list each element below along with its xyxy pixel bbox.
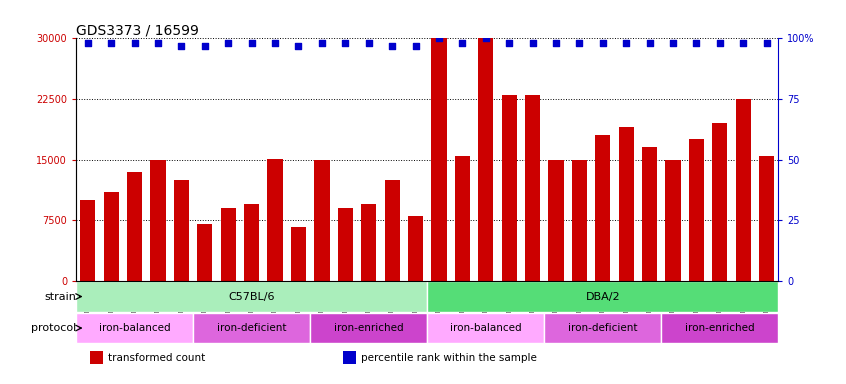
Bar bbox=[76, 281, 427, 312]
Point bbox=[549, 40, 563, 46]
Point bbox=[268, 40, 282, 46]
Point bbox=[386, 43, 399, 49]
Point bbox=[643, 40, 656, 46]
Point bbox=[666, 40, 679, 46]
Point bbox=[128, 40, 141, 46]
Bar bbox=[478, 38, 493, 281]
Text: iron-deficient: iron-deficient bbox=[568, 323, 638, 333]
Bar bbox=[759, 156, 774, 281]
Point bbox=[503, 40, 516, 46]
Bar bbox=[736, 99, 750, 281]
Bar bbox=[197, 224, 212, 281]
Point bbox=[409, 43, 422, 49]
Text: iron-balanced: iron-balanced bbox=[99, 323, 170, 333]
Bar bbox=[80, 200, 96, 281]
Bar bbox=[427, 313, 544, 343]
Bar bbox=[193, 313, 310, 343]
Bar bbox=[431, 38, 447, 281]
Bar bbox=[127, 172, 142, 281]
Bar bbox=[408, 216, 423, 281]
Point bbox=[760, 40, 773, 46]
Bar bbox=[525, 95, 540, 281]
Text: C57BL/6: C57BL/6 bbox=[228, 291, 275, 301]
Point bbox=[104, 40, 118, 46]
Bar bbox=[548, 160, 563, 281]
Bar bbox=[666, 160, 680, 281]
Bar bbox=[596, 135, 610, 281]
Point bbox=[526, 40, 540, 46]
Point bbox=[315, 40, 328, 46]
Point bbox=[222, 40, 235, 46]
Bar bbox=[502, 95, 517, 281]
Bar bbox=[244, 204, 259, 281]
Bar bbox=[361, 204, 376, 281]
Bar bbox=[618, 127, 634, 281]
Bar bbox=[427, 281, 778, 312]
Text: iron-balanced: iron-balanced bbox=[450, 323, 521, 333]
Bar bbox=[343, 351, 355, 364]
Bar bbox=[76, 313, 193, 343]
Bar bbox=[642, 147, 657, 281]
Point bbox=[455, 40, 469, 46]
Text: GDS3373 / 16599: GDS3373 / 16599 bbox=[76, 23, 199, 37]
Bar bbox=[315, 160, 329, 281]
Point bbox=[713, 40, 727, 46]
Text: strain: strain bbox=[44, 291, 76, 301]
Bar bbox=[291, 227, 306, 281]
Point bbox=[573, 40, 586, 46]
Bar bbox=[151, 160, 166, 281]
Bar bbox=[712, 123, 728, 281]
Bar bbox=[455, 156, 470, 281]
Text: protocol: protocol bbox=[31, 323, 76, 333]
Bar bbox=[385, 180, 399, 281]
Bar bbox=[572, 160, 587, 281]
Bar bbox=[91, 351, 103, 364]
Point bbox=[151, 40, 165, 46]
Bar bbox=[662, 313, 778, 343]
Text: DBA/2: DBA/2 bbox=[585, 291, 620, 301]
Text: percentile rank within the sample: percentile rank within the sample bbox=[360, 353, 536, 362]
Text: iron-deficient: iron-deficient bbox=[217, 323, 287, 333]
Point bbox=[245, 40, 259, 46]
Text: iron-enriched: iron-enriched bbox=[334, 323, 404, 333]
Point bbox=[292, 43, 305, 49]
Bar bbox=[104, 192, 118, 281]
Point bbox=[338, 40, 352, 46]
Point bbox=[198, 43, 212, 49]
Bar bbox=[689, 139, 704, 281]
Point bbox=[596, 40, 609, 46]
Bar bbox=[338, 208, 353, 281]
Bar bbox=[267, 159, 283, 281]
Text: iron-enriched: iron-enriched bbox=[685, 323, 755, 333]
Bar bbox=[544, 313, 662, 343]
Text: transformed count: transformed count bbox=[107, 353, 205, 362]
Point bbox=[174, 43, 188, 49]
Bar bbox=[310, 313, 427, 343]
Point bbox=[362, 40, 376, 46]
Point bbox=[81, 40, 95, 46]
Point bbox=[479, 35, 492, 41]
Bar bbox=[174, 180, 189, 281]
Point bbox=[689, 40, 703, 46]
Point bbox=[432, 35, 446, 41]
Point bbox=[736, 40, 750, 46]
Bar bbox=[221, 208, 236, 281]
Point bbox=[619, 40, 633, 46]
